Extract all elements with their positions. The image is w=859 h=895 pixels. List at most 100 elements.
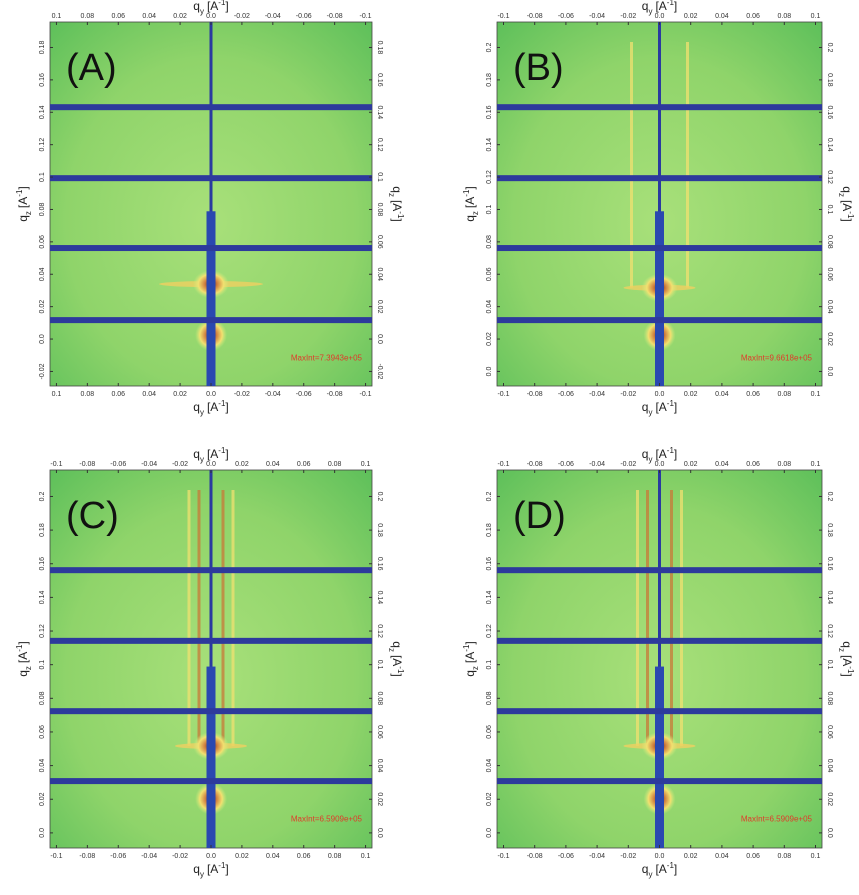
x-tick-label: -0.1 bbox=[497, 853, 509, 860]
axis-title: qz[A-1] bbox=[462, 186, 480, 222]
rod-streak bbox=[680, 490, 683, 746]
x-tick-label: 0.06 bbox=[111, 391, 125, 398]
x-tick-label: -0.08 bbox=[79, 461, 95, 468]
title-sub: z bbox=[387, 648, 396, 652]
title-end: ] bbox=[463, 641, 477, 644]
y-tick-label: 0.14 bbox=[826, 591, 833, 605]
x-tick-label: -0.02 bbox=[620, 461, 636, 468]
max-intensity: MaxInt=9.6618e+05 bbox=[741, 354, 813, 363]
title-q: q bbox=[463, 670, 477, 677]
y-tick-label: 0.12 bbox=[376, 624, 383, 638]
title-q: q bbox=[390, 641, 404, 648]
max-intensity: MaxInt=6.5909e+05 bbox=[741, 815, 813, 824]
x-tick-label: -0.08 bbox=[527, 13, 543, 20]
x-tick-label: -0.08 bbox=[327, 391, 343, 398]
title-q: q bbox=[840, 186, 854, 193]
x-tick-label: 0.06 bbox=[111, 13, 125, 20]
title-q: q bbox=[642, 862, 649, 876]
x-tick-label: 0.08 bbox=[81, 391, 95, 398]
axis-title: qz[A-1] bbox=[15, 186, 33, 222]
max-intensity: MaxInt=7.3943e+05 bbox=[291, 354, 363, 363]
y-tick-label: 0.18 bbox=[486, 73, 493, 87]
axis-title: qy[A-1] bbox=[193, 861, 229, 879]
title-unit: [A bbox=[390, 200, 404, 211]
x-tick-label: 0.0 bbox=[655, 853, 665, 860]
y-tick-label: 0.04 bbox=[376, 759, 383, 773]
y-tick-label: 0.1 bbox=[486, 204, 493, 214]
x-tick-label: 0.02 bbox=[684, 391, 698, 398]
axis-title: qy[A-1] bbox=[193, 446, 229, 464]
title-end: ] bbox=[16, 186, 30, 189]
y-tick-label: 0.06 bbox=[826, 725, 833, 739]
y-tick-label: 0.08 bbox=[39, 203, 46, 217]
x-tick-label: 0.1 bbox=[811, 461, 821, 468]
x-tick-label: -0.1 bbox=[50, 461, 62, 468]
title-sub: y bbox=[200, 870, 204, 879]
title-q: q bbox=[16, 670, 30, 677]
y-tick-label: 0.12 bbox=[486, 170, 493, 184]
x-tick-label: 0.0 bbox=[206, 13, 216, 20]
title-q: q bbox=[463, 215, 477, 222]
x-tick-label: 0.0 bbox=[655, 461, 665, 468]
y-tick-label: 0.16 bbox=[486, 557, 493, 571]
title-end: ] bbox=[390, 218, 404, 221]
title-sub: y bbox=[648, 408, 652, 417]
y-tick-label: 0.16 bbox=[826, 105, 833, 119]
x-tick-label: 0.0 bbox=[206, 853, 216, 860]
y-tick-label: 0.06 bbox=[376, 235, 383, 249]
title-end: ] bbox=[225, 447, 228, 461]
y-tick-label: 0.06 bbox=[486, 267, 493, 281]
y-tick-label: 0.14 bbox=[486, 138, 493, 152]
x-tick-label: -0.06 bbox=[558, 391, 574, 398]
x-tick-label: -0.06 bbox=[110, 461, 126, 468]
y-tick-label: 0.04 bbox=[826, 300, 833, 314]
y-tick-label: 0.14 bbox=[39, 590, 46, 604]
title-unit: [A bbox=[390, 655, 404, 666]
x-tick-label: -0.06 bbox=[558, 461, 574, 468]
x-tick-label: 0.0 bbox=[655, 391, 665, 398]
title-unit: [A bbox=[840, 655, 854, 666]
detector-gap bbox=[497, 638, 822, 644]
rod-streak bbox=[222, 490, 225, 746]
x-tick-label: -0.04 bbox=[589, 461, 605, 468]
title-unit: [A bbox=[16, 197, 30, 208]
x-tick-label: -0.08 bbox=[527, 391, 543, 398]
title-unit: [A bbox=[463, 197, 477, 208]
title-unit: [A bbox=[655, 0, 666, 13]
y-tick-label: 0.2 bbox=[486, 491, 493, 501]
x-tick-label: -0.1 bbox=[497, 461, 509, 468]
y-tick-label: 0.2 bbox=[826, 43, 833, 53]
y-tick-label: 0.16 bbox=[376, 557, 383, 571]
x-tick-label: -0.06 bbox=[296, 391, 312, 398]
y-tick-label: -0.02 bbox=[376, 363, 383, 379]
y-tick-label: 0.02 bbox=[376, 300, 383, 314]
x-tick-label: 0.0 bbox=[206, 461, 216, 468]
rod-streak bbox=[188, 490, 191, 746]
x-tick-label: 0.1 bbox=[361, 461, 371, 468]
y-tick-label: 0.06 bbox=[486, 725, 493, 739]
x-tick-label: 0.04 bbox=[715, 391, 729, 398]
title-sub: y bbox=[200, 455, 204, 464]
title-unit: [A bbox=[840, 200, 854, 211]
y-tick-label: 0.02 bbox=[486, 792, 493, 806]
title-sub: y bbox=[200, 408, 204, 417]
rod-streak bbox=[636, 490, 639, 746]
x-tick-label: 0.1 bbox=[811, 13, 821, 20]
x-tick-label: 0.02 bbox=[684, 853, 698, 860]
title-end: ] bbox=[674, 447, 677, 461]
x-tick-label: 0.1 bbox=[811, 853, 821, 860]
x-tick-label: 0.1 bbox=[361, 853, 371, 860]
title-unit: [A bbox=[207, 447, 218, 461]
detector-gap bbox=[50, 778, 372, 784]
x-tick-label: 0.1 bbox=[52, 391, 62, 398]
y-tick-label: 0.04 bbox=[486, 759, 493, 773]
x-tick-label: 0.06 bbox=[297, 853, 311, 860]
y-tick-label: 0.04 bbox=[39, 267, 46, 281]
max-intensity: MaxInt=6.5909e+05 bbox=[291, 815, 363, 824]
panel-label: (B) bbox=[513, 47, 564, 89]
x-tick-label: 0.08 bbox=[777, 13, 791, 20]
x-tick-label: -0.06 bbox=[558, 13, 574, 20]
x-tick-label: -0.02 bbox=[234, 391, 250, 398]
title-end: ] bbox=[463, 186, 477, 189]
x-tick-label: -0.08 bbox=[79, 853, 95, 860]
